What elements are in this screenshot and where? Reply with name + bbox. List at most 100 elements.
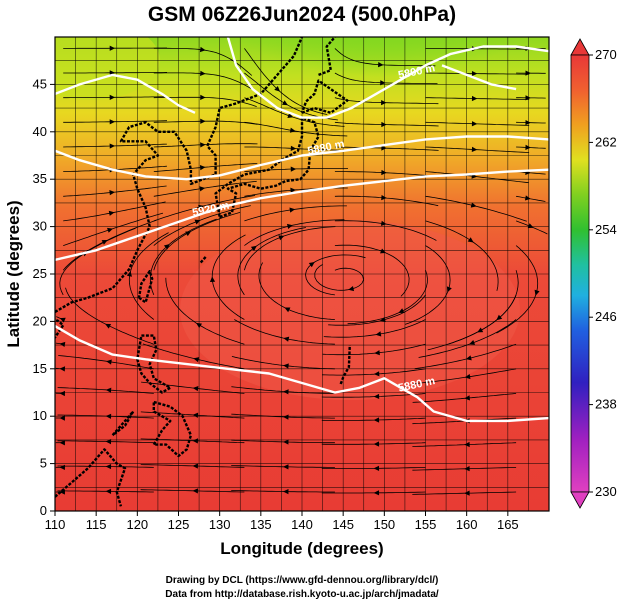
coastlines xyxy=(55,37,351,507)
streamline-arrow xyxy=(381,121,387,128)
streamline-arrow xyxy=(200,118,206,124)
streamline-arrow xyxy=(284,307,291,313)
y-tick-label: 45 xyxy=(33,76,47,91)
coastline xyxy=(300,79,349,114)
streamline-arrow xyxy=(59,341,66,347)
colorbar: 230 238 246 254 262 270 xyxy=(570,38,617,509)
streamline-arrow xyxy=(373,465,380,471)
contour-line xyxy=(55,168,549,261)
streamline-arrow xyxy=(464,441,470,448)
streamline-arrow xyxy=(109,143,116,149)
contour-line xyxy=(55,135,549,181)
streamline xyxy=(211,234,246,320)
streamline-arrow xyxy=(59,440,65,446)
streamline-arrow xyxy=(59,390,66,397)
streamline-arrow xyxy=(192,412,199,418)
streamline xyxy=(128,232,169,320)
streamline-arrow xyxy=(199,46,206,53)
streamline-arrow xyxy=(108,210,115,216)
y-tick-label: 20 xyxy=(33,313,47,328)
colorbar-tick-label: 262 xyxy=(595,134,617,149)
streamline-arrow xyxy=(373,393,380,400)
streamline xyxy=(63,120,168,123)
y-tick-label: 35 xyxy=(33,171,47,186)
streamline-arrow xyxy=(283,336,290,342)
streamline-arrow xyxy=(105,488,112,494)
streamline xyxy=(413,368,517,385)
streamline xyxy=(328,294,426,326)
streamline xyxy=(258,262,335,320)
streamline-arrow xyxy=(163,243,170,250)
credit-drawing: Drawing by DCL (https://www.gfd-dennou.o… xyxy=(166,575,439,586)
streamline xyxy=(244,48,328,115)
streamline xyxy=(244,219,345,246)
streamline-arrow xyxy=(381,99,387,106)
streamline xyxy=(142,343,245,370)
streamline xyxy=(63,185,167,197)
streamline xyxy=(425,97,530,100)
streamline-arrow xyxy=(375,331,382,337)
x-tick-label: 115 xyxy=(86,517,107,532)
streamline-arrow xyxy=(290,187,296,193)
streamline xyxy=(305,254,366,296)
streamline xyxy=(516,146,546,149)
streamline xyxy=(404,245,451,325)
streamline-arrow xyxy=(198,204,204,210)
streamline-arrow xyxy=(192,488,198,494)
chart-title: GSM 06Z26Jun2024 (500.0hPa) xyxy=(148,3,456,26)
streamline-arrow xyxy=(105,439,112,445)
streamline xyxy=(141,381,245,394)
streamline xyxy=(321,442,426,445)
coastline xyxy=(214,116,320,219)
streamline xyxy=(234,319,335,345)
streamline xyxy=(62,219,157,271)
streamline-arrow xyxy=(192,463,198,469)
streamline-arrow xyxy=(283,389,289,395)
streamline-arrow xyxy=(471,95,478,102)
streamline xyxy=(321,393,426,398)
streamline-arrow xyxy=(199,165,206,171)
streamline xyxy=(323,319,426,338)
streamline xyxy=(153,180,257,197)
streamline-arrow xyxy=(283,439,289,445)
credit-data: Data from http://database.rish.kyoto-u.a… xyxy=(165,589,439,600)
streamline xyxy=(334,195,439,207)
streamline-arrow xyxy=(467,237,474,243)
streamline-arrow xyxy=(374,350,380,356)
coastline xyxy=(111,410,135,437)
streamline xyxy=(425,195,527,222)
streamline xyxy=(57,465,154,468)
streamline-arrow xyxy=(109,190,115,196)
streamline-arrow xyxy=(281,100,288,106)
streamline-arrow xyxy=(109,45,116,51)
colorbar-tick-label: 246 xyxy=(595,309,617,324)
streamline-arrow xyxy=(398,308,405,313)
streamline-arrow xyxy=(105,463,112,470)
streamline-arrow xyxy=(524,195,531,201)
streamline-arrow xyxy=(469,339,476,345)
streamline-arrow xyxy=(373,371,380,377)
colorbar-tick-label: 254 xyxy=(595,222,617,237)
streamline xyxy=(314,264,365,291)
coastline xyxy=(199,256,207,264)
colorbar-ticks: 230 238 246 254 262 270 xyxy=(589,47,617,499)
streamline xyxy=(165,277,245,345)
x-tick-label: 155 xyxy=(415,517,437,532)
streamline-arrow xyxy=(274,85,281,92)
y-tick-label: 10 xyxy=(33,408,47,423)
streamline-arrow xyxy=(250,245,257,252)
contour-line xyxy=(226,37,549,119)
streamline-arrow xyxy=(200,142,206,148)
streamline xyxy=(496,245,539,334)
streamline xyxy=(231,490,335,493)
streamline-arrow xyxy=(290,166,297,172)
streamline-arrow xyxy=(200,94,206,100)
streamline xyxy=(334,171,439,178)
y-tick-label: 15 xyxy=(33,361,47,376)
x-tick-label: 130 xyxy=(209,517,231,532)
warm-core xyxy=(180,220,520,400)
x-tick-label: 160 xyxy=(456,517,478,532)
streamline xyxy=(153,195,256,222)
streamline-arrow xyxy=(381,169,387,176)
